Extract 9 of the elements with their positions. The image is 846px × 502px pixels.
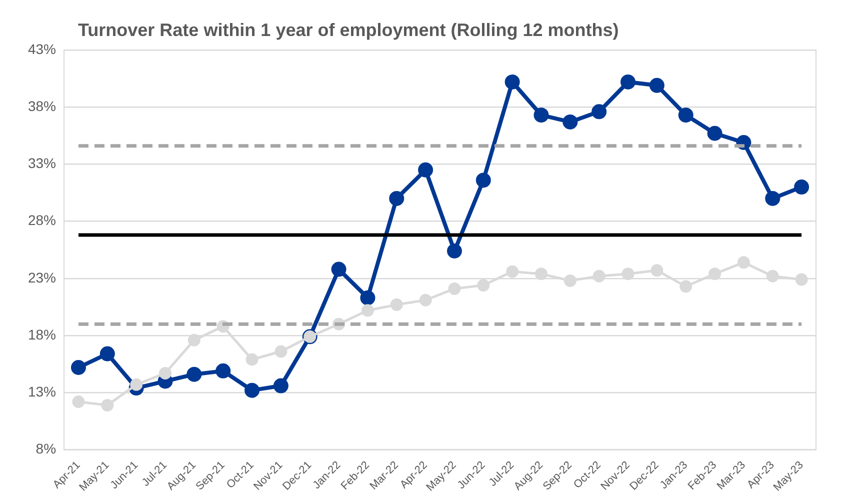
y-tick-label: 23% bbox=[28, 269, 56, 286]
y-tick-label: 38% bbox=[28, 98, 56, 114]
y-tick-label: 28% bbox=[28, 212, 56, 228]
y-tick-label: 33% bbox=[28, 155, 56, 172]
chart-title: Turnover Rate within 1 year of employment (Rolling 12 months) bbox=[78, 20, 619, 41]
y-tick-label: 8% bbox=[36, 440, 56, 457]
y-tick-label: 13% bbox=[28, 383, 56, 400]
y-tick-label: 43% bbox=[28, 40, 56, 57]
y-tick-label: 18% bbox=[28, 326, 56, 342]
